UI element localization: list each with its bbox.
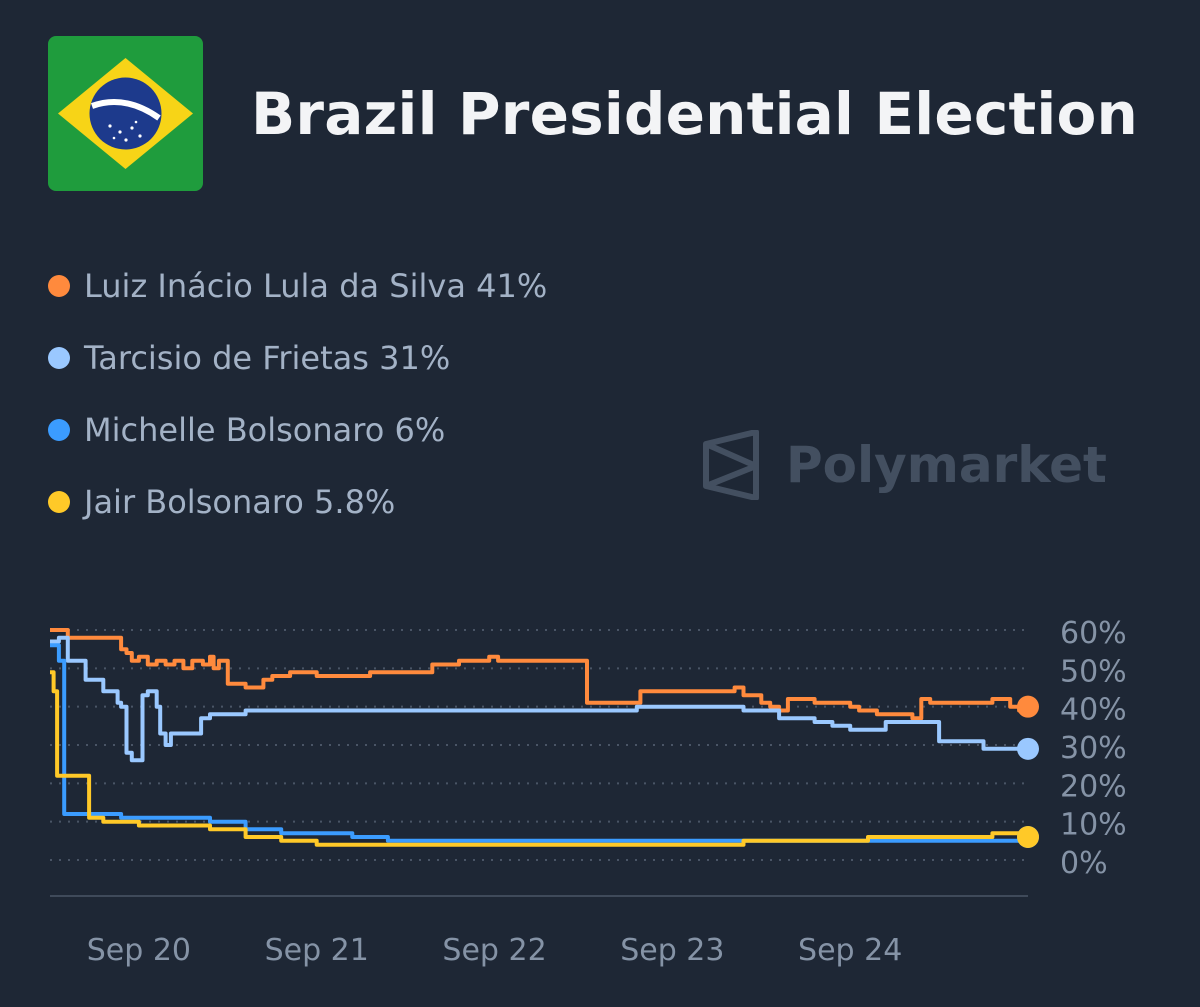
legend-item-lula: Luiz Inácio Lula da Silva 41% (48, 250, 547, 322)
y-tick-label: 30% (1060, 731, 1127, 766)
legend-item-michelle: Michelle Bolsonaro 6% (48, 394, 547, 466)
brazil-flag-icon (48, 36, 203, 191)
header: Brazil Presidential Election (48, 36, 1138, 191)
x-tick-label: Sep 20 (87, 933, 191, 968)
x-tick-label: Sep 22 (442, 933, 546, 968)
legend-label: Luiz Inácio Lula da Silva 41% (84, 267, 548, 305)
x-tick-label: Sep 24 (798, 933, 902, 968)
polymarket-watermark: Polymarket (700, 430, 1107, 500)
x-tick-label: Sep 23 (620, 933, 724, 968)
legend-item-jair: Jair Bolsonaro 5.8% (48, 466, 547, 538)
y-tick-label: 60% (1060, 616, 1127, 651)
legend-label: Jair Bolsonaro 5.8% (84, 483, 396, 521)
legend-dot (48, 347, 70, 369)
series-end-marker (1017, 826, 1039, 848)
legend-label: Michelle Bolsonaro 6% (84, 411, 446, 449)
series-line-michelle-bolsonaro (50, 643, 1030, 843)
y-tick-label: 20% (1060, 769, 1127, 804)
y-tick-label: 0% (1060, 846, 1108, 881)
line-chart: 60%50% 40%30%20% 10%0% Sep 20 Sep 21 Sep 22 Se… (50, 616, 1127, 968)
legend-dot (48, 419, 70, 441)
legend-dot (48, 491, 70, 513)
series-line-luiz-in-cio-lula-da-silva (50, 628, 1030, 721)
chart-legend: Luiz Inácio Lula da Silva 41% Tarcisio d… (48, 250, 547, 538)
y-tick-label: 10% (1060, 808, 1127, 843)
legend-label: Tarcisio de Frietas 31% (84, 339, 451, 377)
y-tick-label: 50% (1060, 654, 1127, 689)
y-tick-label: 40% (1060, 693, 1127, 728)
x-tick-label: Sep 21 (265, 933, 369, 968)
series-line-tarcisio-de-frietas (50, 635, 1028, 763)
page-title: Brazil Presidential Election (251, 79, 1139, 148)
series-line-jair-bolsonaro (50, 670, 1030, 847)
watermark-text: Polymarket (786, 436, 1107, 494)
series-end-marker (1017, 737, 1039, 760)
polymarket-logo-icon (703, 430, 759, 500)
legend-dot (48, 275, 70, 297)
legend-item-tarcisio: Tarcisio de Frietas 31% (48, 322, 547, 394)
series-end-marker (1017, 695, 1039, 718)
